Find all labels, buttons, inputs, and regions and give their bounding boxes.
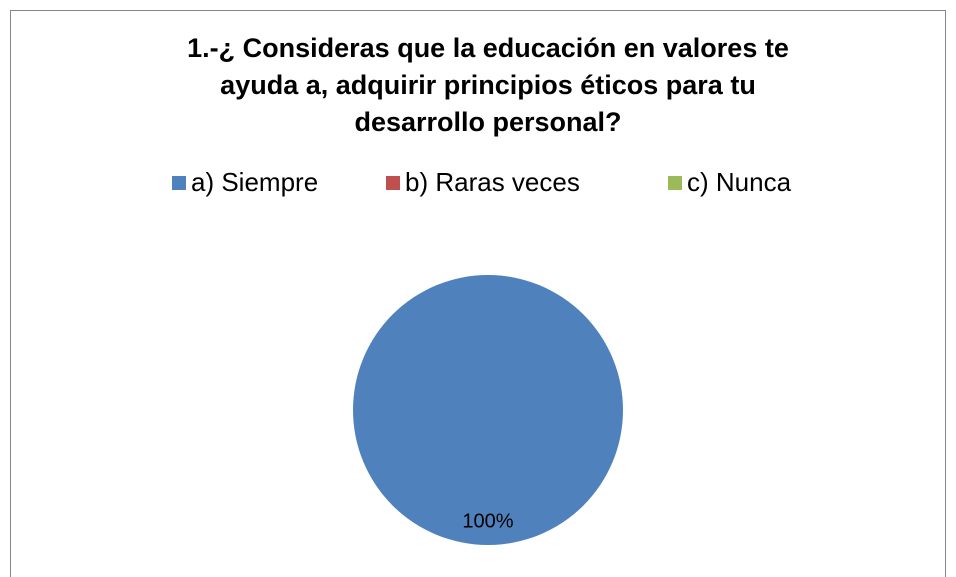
legend-swatch [172, 176, 186, 190]
chart-title: 1.-¿ Consideras que la educación en valo… [187, 33, 789, 63]
legend-label: c) Nunca [687, 167, 792, 197]
legend-swatch [386, 176, 400, 190]
legend-label: a) Siempre [191, 167, 318, 197]
chart-title: desarrollo personal? [354, 107, 621, 137]
legend-label: b) Raras veces [405, 167, 580, 197]
legend-swatch [668, 176, 682, 190]
chart-title: ayuda a, adquirir principios éticos para… [220, 70, 756, 100]
pie-slice [353, 275, 623, 545]
data-label: 100% [462, 510, 513, 532]
